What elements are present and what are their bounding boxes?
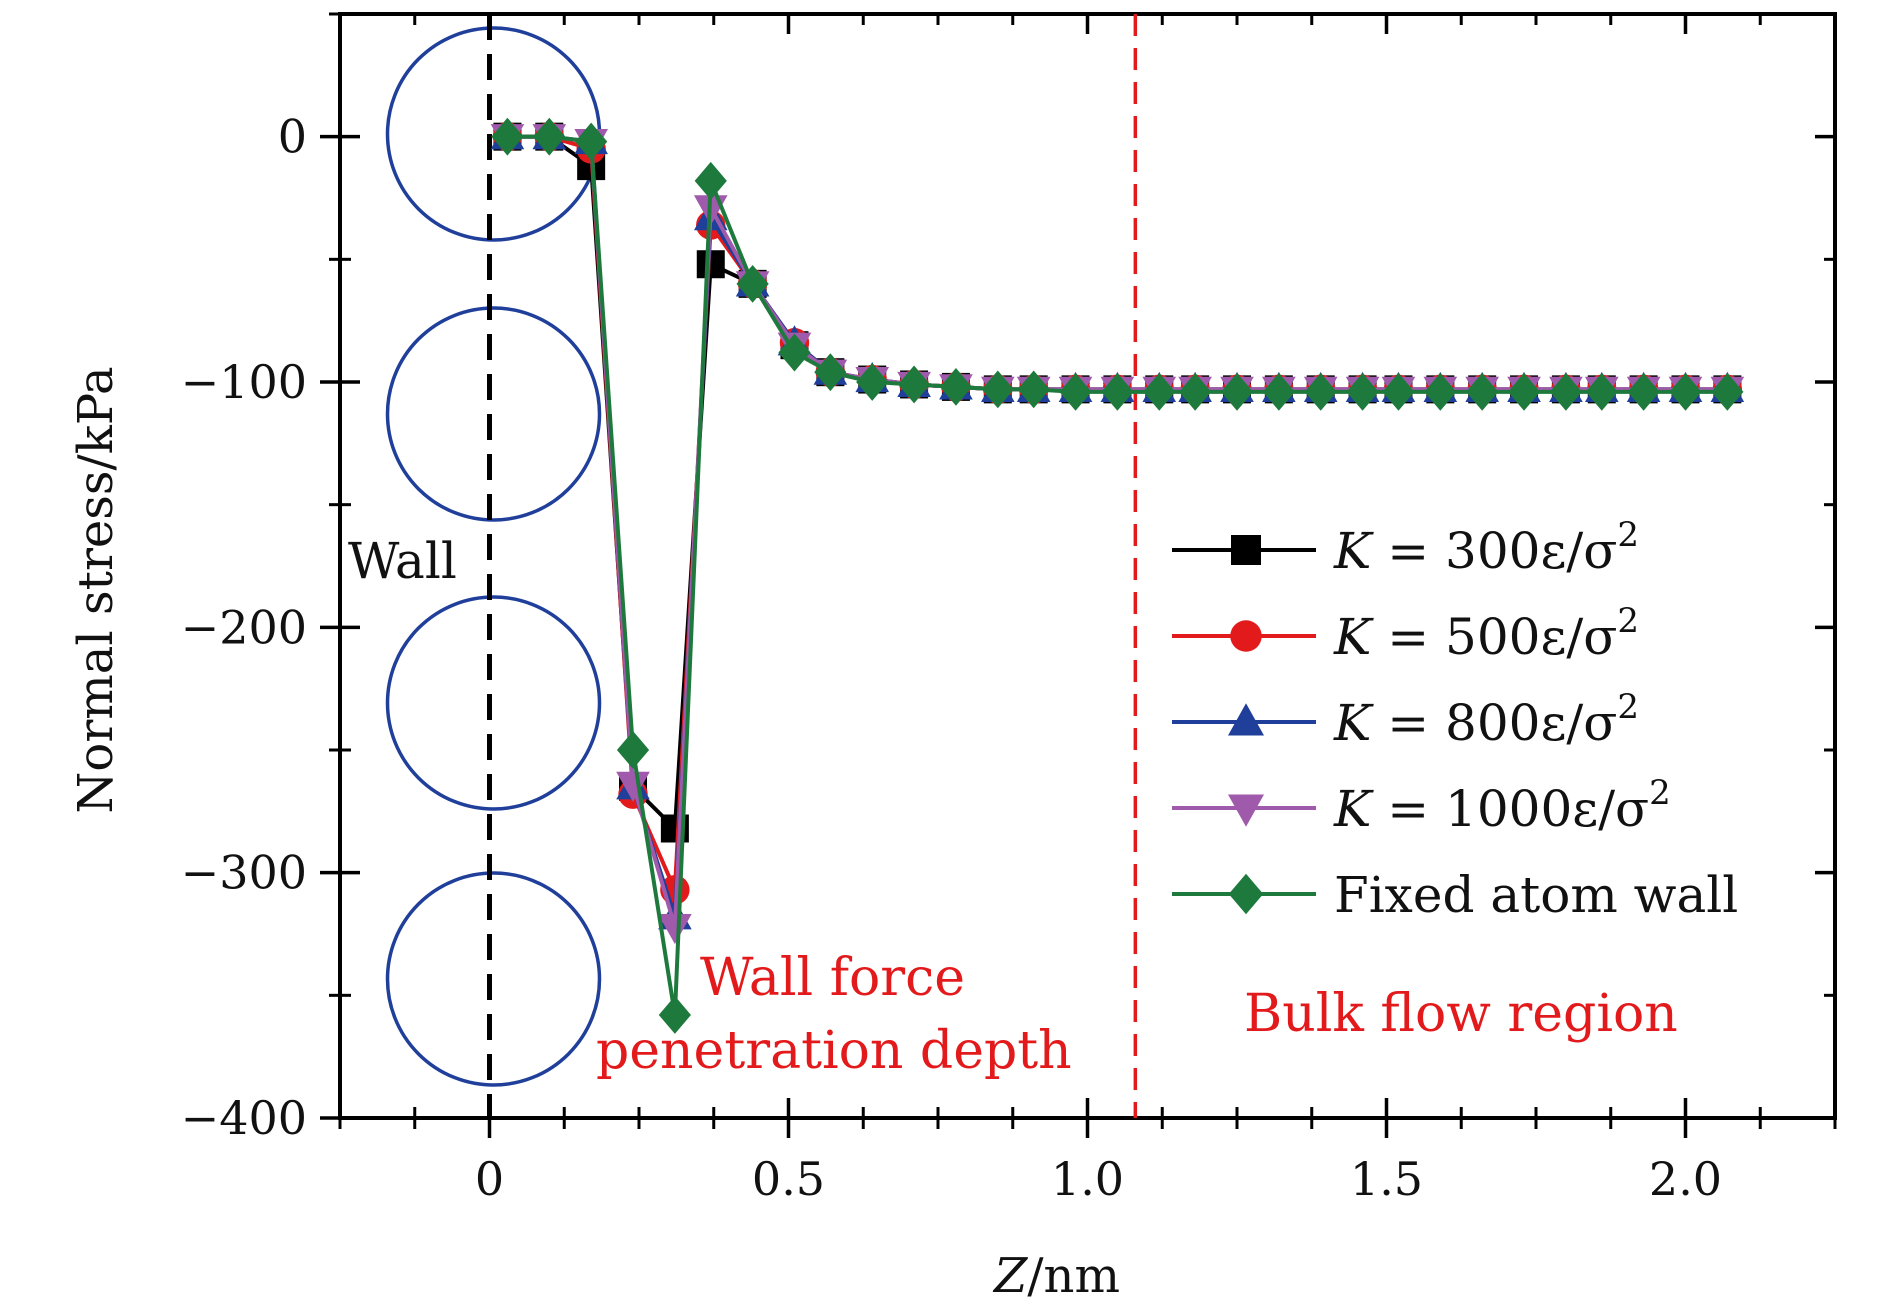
- legend-marker: [1228, 873, 1264, 915]
- data-point: [1424, 372, 1457, 411]
- penetration-label-line1: Wall force: [700, 948, 965, 1008]
- data-point: [616, 771, 650, 802]
- legend-label: K = 300ε/σ2: [1333, 515, 1639, 580]
- legend-entry: K = 800ε/σ2: [1172, 687, 1639, 752]
- data-point: [616, 731, 650, 769]
- data-point: [491, 117, 524, 156]
- data-point: [1017, 370, 1050, 409]
- penetration-label-line2: penetration depth: [596, 1021, 1072, 1081]
- data-point: [1466, 372, 1499, 411]
- legend: K = 300ε/σ2 K = 500ε/σ2 K = 800ε/σ2 K = 100…: [1172, 515, 1738, 924]
- data-point: [694, 161, 727, 200]
- series-4: [491, 117, 1744, 1034]
- axis-ticks: [320, 12, 1837, 1138]
- data-point: [658, 996, 691, 1034]
- legend-entry: Fixed atom wall: [1172, 866, 1738, 924]
- bulk-flow-label: Bulk flow region: [1244, 984, 1678, 1044]
- series-layer: [490, 117, 1745, 1034]
- data-point: [1143, 372, 1176, 411]
- axis-tick-labels: 0 0.5 1.0 1.5 2.0 0 −100 −200 −300 −400: [181, 110, 1722, 1206]
- data-point: [1346, 372, 1379, 411]
- data-point: [814, 353, 847, 392]
- data-point: [1101, 372, 1134, 411]
- data-point: [1179, 372, 1212, 411]
- y-tick-label: −300: [181, 846, 307, 900]
- wall-label: Wall: [348, 532, 457, 590]
- data-point: [1507, 372, 1541, 411]
- wall-atom-circle: [385, 595, 602, 811]
- data-point: [1304, 372, 1337, 411]
- legend-label: K = 1000ε/σ2: [1333, 773, 1671, 838]
- x-axis-title: Z/nm: [992, 1248, 1120, 1304]
- legend-entry: K = 1000ε/σ2: [1172, 773, 1671, 838]
- data-point: [1220, 372, 1254, 411]
- y-tick-label: −100: [181, 355, 307, 409]
- data-point: [939, 368, 973, 406]
- legend-marker: [1228, 703, 1264, 736]
- y-tick-label: −400: [181, 1091, 307, 1145]
- data-point: [1262, 372, 1295, 411]
- x-tick-label: 0: [475, 1152, 504, 1206]
- legend-marker: [1228, 794, 1264, 827]
- data-point: [1585, 372, 1618, 411]
- legend-marker: [1230, 620, 1262, 652]
- legend-label: Fixed atom wall: [1334, 866, 1738, 924]
- data-point: [533, 117, 566, 156]
- series-line: [507, 134, 1728, 891]
- data-point: [778, 333, 811, 372]
- data-point: [1059, 372, 1092, 411]
- legend-label: K = 500ε/σ2: [1333, 601, 1639, 666]
- data-point: [856, 363, 889, 401]
- x-tick-label: 1.0: [1051, 1152, 1124, 1206]
- data-point: [736, 264, 769, 303]
- legend-marker: [1231, 535, 1261, 565]
- data-point: [1627, 372, 1660, 411]
- legend-label: K = 800ε/σ2: [1333, 687, 1639, 752]
- x-tick-label: 2.0: [1649, 1152, 1722, 1206]
- data-point: [658, 914, 692, 945]
- data-point: [981, 370, 1014, 409]
- wall-atom-circle: [385, 306, 602, 522]
- y-axis-title: Normal stress/kPa: [68, 366, 124, 813]
- data-point: [897, 365, 931, 404]
- data-point: [1669, 372, 1702, 411]
- y-tick-label: 0: [278, 110, 307, 164]
- wall-atom-circle: [385, 871, 602, 1087]
- x-tick-label: 0.5: [752, 1152, 825, 1206]
- legend-entry: K = 500ε/σ2: [1172, 601, 1639, 666]
- data-point: [1549, 372, 1582, 411]
- data-point: [1711, 372, 1744, 411]
- data-point: [575, 122, 608, 161]
- y-tick-label: −200: [181, 600, 307, 654]
- data-point: [1382, 372, 1415, 411]
- x-tick-label: 1.5: [1350, 1152, 1423, 1206]
- legend-entry: K = 300ε/σ2: [1172, 515, 1639, 580]
